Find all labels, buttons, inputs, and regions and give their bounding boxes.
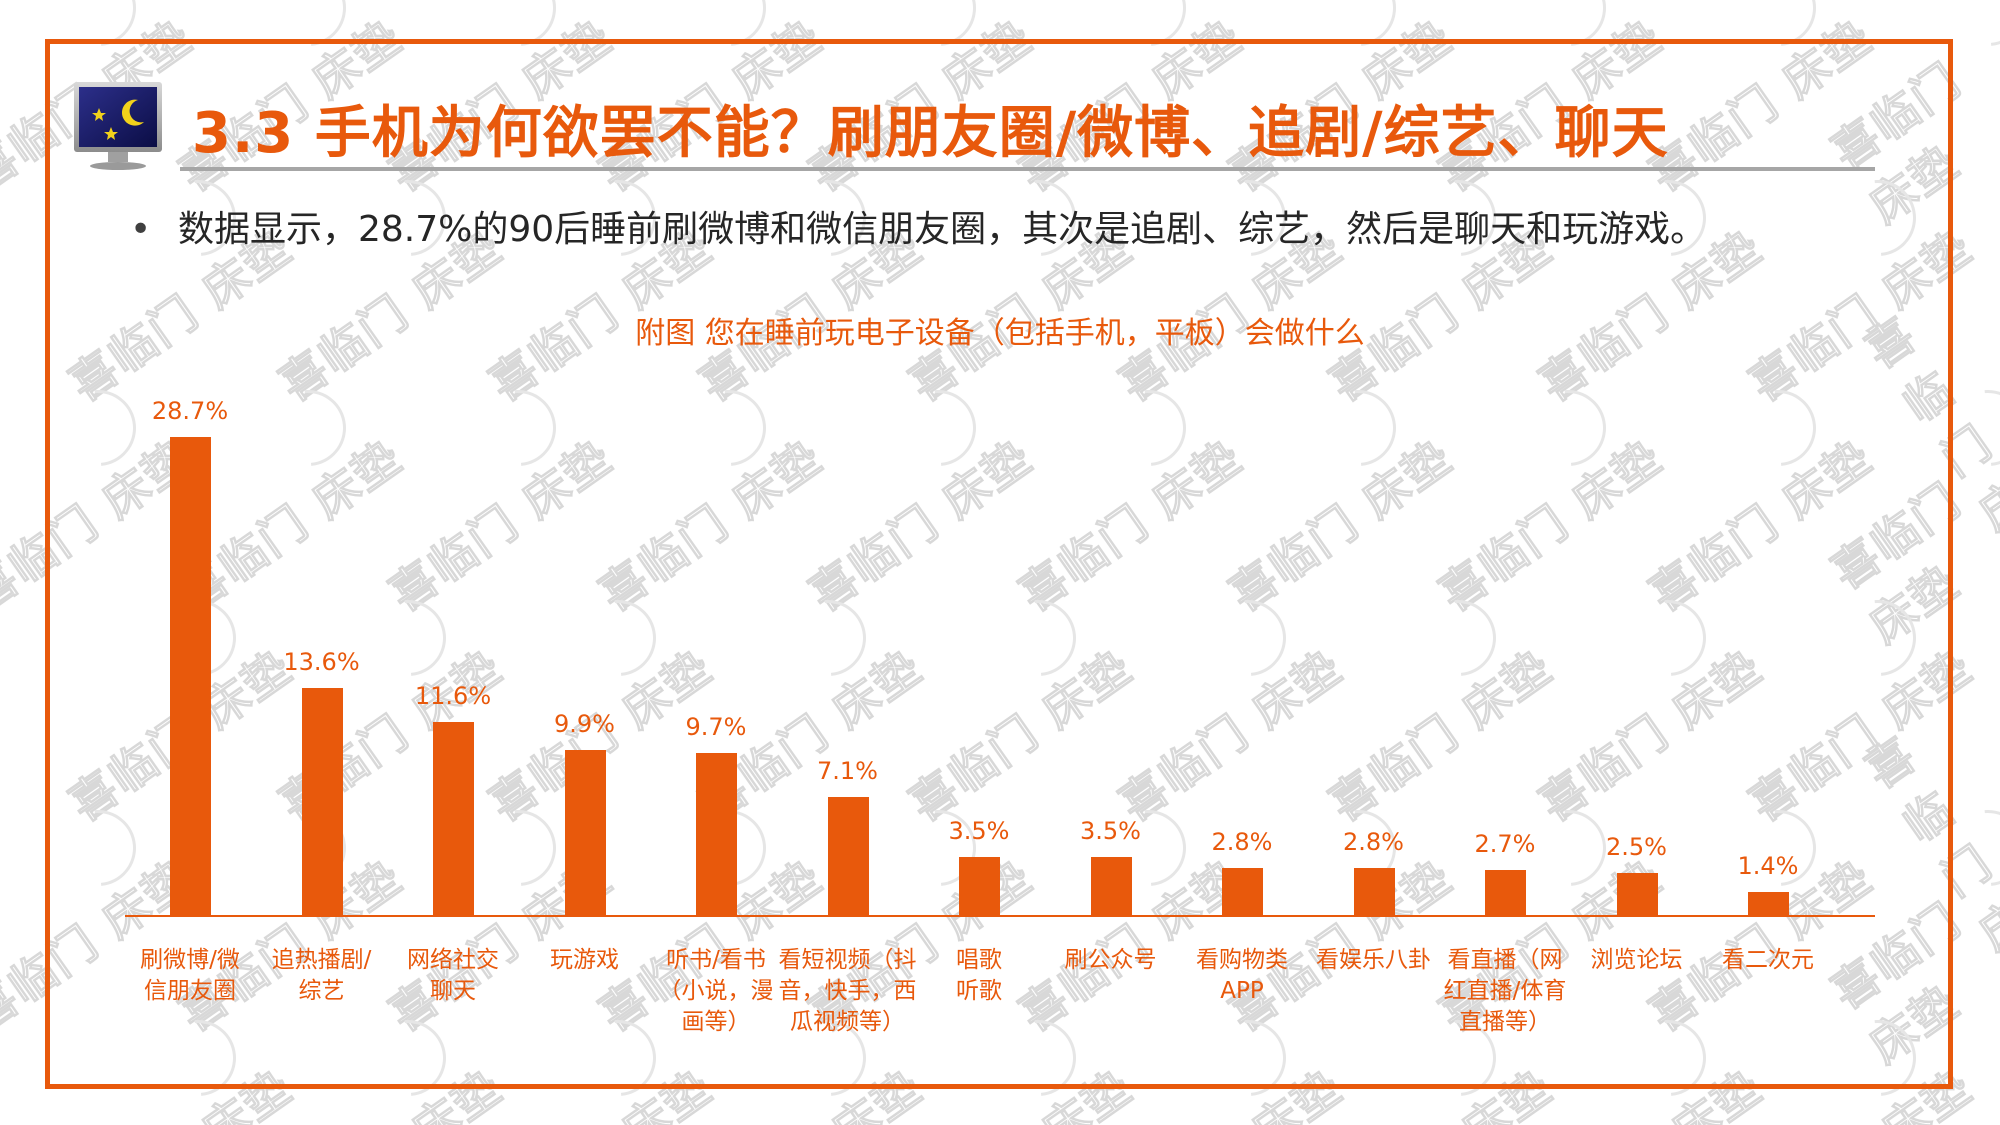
bar-value-label: 3.5%: [948, 816, 1010, 845]
bar-group: 9.9% 玩游戏: [520, 380, 650, 1080]
bar-group: 7.1% 看短视频（抖 音，快手，西 瓜视频等）: [779, 380, 917, 1080]
category-label: 追热播剧/ 综艺: [271, 947, 372, 1004]
bar-group: 3.5% 刷公众号: [1046, 380, 1176, 1080]
bar-group: 9.7% 听书/看书 （小说，漫 画等）: [651, 380, 781, 1080]
bar-group: 2.8% 看购物类 APP: [1177, 380, 1307, 1080]
bar-value-label: 13.6%: [283, 648, 360, 677]
category-label: 看短视频（抖 音，快手，西 瓜视频等）: [778, 947, 917, 1035]
bar-value-label: 7.1%: [817, 756, 878, 785]
bar: [1616, 873, 1658, 915]
bar-value-label: 2.7%: [1474, 830, 1536, 859]
bar-group: 2.7% 看直播（网 红直播/体育 直播等）: [1440, 380, 1570, 1080]
category-label: 刷微博/微 信朋友圈: [140, 947, 240, 1004]
bar-group: 13.6% 追热播剧/ 综艺: [257, 380, 387, 1080]
category-label: 看直播（网 红直播/体育 直播等）: [1443, 947, 1567, 1035]
bar-value-label: 1.4%: [1737, 851, 1799, 880]
bar-value-label: 2.8%: [1343, 828, 1404, 857]
category-label: 网络社交 聊天: [407, 947, 499, 1004]
bar: [301, 688, 343, 915]
title-divider: [180, 167, 1875, 171]
category-label: 看购物类 APP: [1196, 947, 1288, 1004]
bar: [170, 437, 211, 915]
category-label: 看二次元: [1722, 947, 1814, 973]
bar-group: 2.5% 浏览论坛: [1572, 380, 1702, 1080]
bar: [1748, 891, 1789, 915]
bar-value-label: 28.7%: [151, 397, 229, 425]
summary-bullet: • 数据显示，28.7%的90后睡前刷微博和微信朋友圈，其次是追剧、综艺，然后是聊…: [130, 200, 1706, 252]
page-title: 3.3 手机为何欲罢不能？刷朋友圈/微博、追剧/综艺、聊天: [192, 101, 1669, 166]
bar: [1485, 870, 1526, 915]
bar-value-label: 3.5%: [1080, 816, 1141, 845]
bar: [564, 750, 606, 915]
bar-value-label: 2.5%: [1606, 833, 1667, 862]
bar: [696, 753, 737, 915]
bar-value-label: 9.7%: [685, 713, 747, 742]
bar: [1222, 868, 1263, 915]
bar: [1090, 856, 1132, 915]
slide-frame: [45, 39, 1953, 1089]
bar-value-label: 9.9%: [554, 710, 615, 739]
summary-text: 数据显示，28.7%的90后睡前刷微博和微信朋友圈，其次是追剧、综艺，然后是聊天…: [178, 209, 1707, 250]
category-label: 玩游戏: [550, 947, 619, 973]
category-label: 唱歌 听歌: [956, 947, 1002, 1004]
bar-group: 28.7% 刷微博/微 信朋友圈: [125, 380, 255, 1080]
bar: [959, 856, 1000, 915]
x-axis-line: [125, 915, 1875, 917]
bar: [433, 721, 474, 915]
bar-value-label: 2.8%: [1211, 828, 1273, 857]
bar-group: 11.6% 网络社交 聊天: [388, 380, 518, 1080]
bar-group: 1.4% 看二次元: [1703, 380, 1833, 1080]
bar-group: 2.8% 看娱乐八卦: [1309, 380, 1439, 1080]
monitor-moon-stars-icon: [72, 80, 164, 172]
category-label: 浏览论坛: [1590, 947, 1683, 973]
category-label: 看娱乐八卦: [1316, 947, 1431, 973]
bar-group: 3.5% 唱歌 听歌: [914, 380, 1044, 1080]
chart-title: 附图 您在睡前玩电子设备（包括手机，平板）会做什么: [635, 316, 1365, 351]
category-label: 听书/看书 （小说，漫 画等）: [658, 947, 774, 1035]
category-label: 刷公众号: [1064, 947, 1157, 973]
bar-value-label: 11.6%: [414, 681, 492, 710]
bar: [1353, 868, 1395, 915]
bullet-icon: •: [130, 209, 152, 250]
bar-chart: 28.7% 刷微博/微 信朋友圈 13.6% 追热播剧/ 综艺 11.6% 网络社交 聊天…: [125, 380, 1875, 1080]
bar: [827, 796, 869, 915]
